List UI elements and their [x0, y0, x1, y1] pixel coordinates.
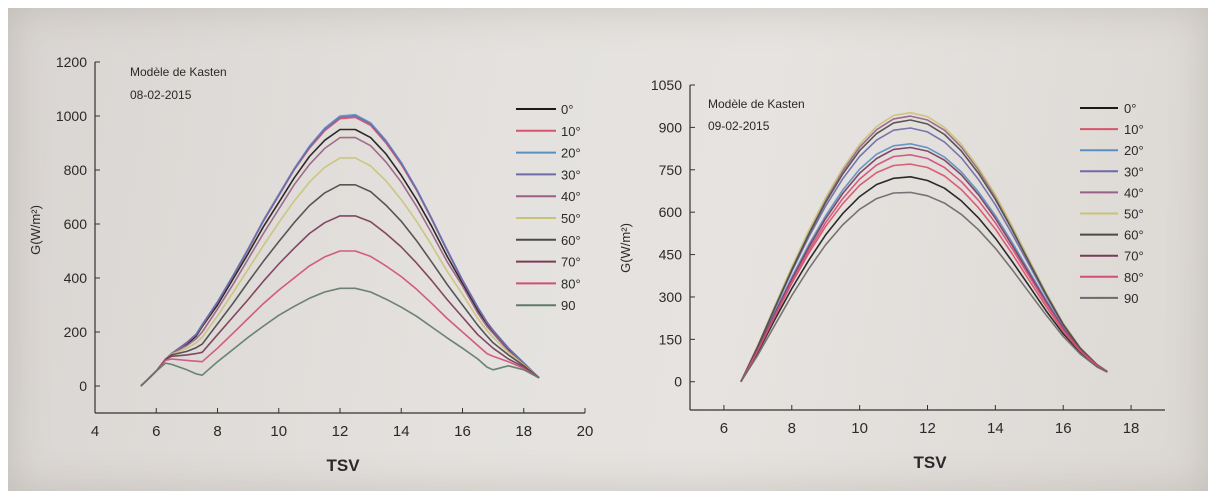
chart2-legend-label-4: 30°	[1124, 164, 1144, 179]
chart1-legend-label-6: 50°	[561, 211, 581, 226]
chart1-legend-label-4: 30°	[561, 167, 581, 182]
chart1-series-line-8	[140, 215, 540, 387]
chart1-legend-label-3: 20°	[561, 146, 581, 161]
chart2-legend-label-1: 0°	[1124, 101, 1136, 116]
chart1-series-line-7	[140, 184, 540, 387]
chart1-y-tick-label: 1200	[56, 54, 87, 70]
chart1-series-line-9	[140, 250, 540, 387]
chart2-annotation-title: Modèle de Kasten	[708, 97, 805, 111]
chart2-legend-label-7: 60°	[1124, 228, 1144, 243]
chart2-legend-label-10: 90	[1124, 291, 1138, 306]
chart1-series-line-6	[140, 157, 540, 387]
chart1-x-tick-label: 18	[515, 423, 532, 440]
chart2-series-line-10	[740, 191, 1108, 383]
chart2-x-tick-label: 12	[919, 420, 936, 437]
chart2-series-line-8	[740, 146, 1108, 383]
chart1-series-line-4	[140, 115, 540, 387]
chart1-legend-label-9: 80°	[561, 276, 581, 291]
chart2-series-line-3	[740, 143, 1108, 383]
chart1-x-tick-label: 14	[393, 423, 410, 440]
chart1-series-line-5	[140, 136, 540, 387]
chart2-y-tick-label: 150	[659, 331, 683, 347]
chart1-legend-label-1: 0°	[561, 102, 573, 117]
chart1-annotation-title: Modèle de Kasten	[130, 65, 227, 79]
chart2-legend-label-9: 80°	[1124, 270, 1144, 285]
chart1-x-axis-label: TSV	[326, 456, 360, 475]
chart2-legend-label-5: 40°	[1124, 185, 1144, 200]
chart1-x-tick-label: 4	[91, 423, 99, 440]
chart2-x-tick-label: 18	[1123, 420, 1140, 437]
chart1-y-tick-label: 200	[64, 324, 88, 340]
chart1-y-tick-label: 1000	[56, 108, 87, 124]
chart1-y-tick-label: 400	[64, 270, 88, 286]
chart1-annotation-date: 08-02-2015	[130, 88, 192, 102]
chart1-y-tick-label: 0	[79, 378, 87, 394]
chart1-y-tick-label: 600	[64, 216, 88, 232]
chart2-series-line-6	[740, 111, 1108, 383]
chart2-legend-label-3: 20°	[1124, 143, 1144, 158]
chart2-series-line-2	[740, 163, 1108, 383]
chart2-y-tick-label: 750	[659, 162, 683, 178]
chart2-y-tick-label: 450	[659, 247, 683, 263]
chart2-series-line-1	[740, 176, 1108, 383]
chart2-series-line-7	[740, 119, 1108, 383]
chart2-legend-label-8: 70°	[1124, 249, 1144, 264]
chart1-y-tick-label: 800	[64, 162, 88, 178]
chart2-series-line-5	[740, 115, 1108, 383]
chart2-y-tick-label: 900	[659, 119, 683, 135]
chart2-legend-label-2: 10°	[1124, 122, 1144, 137]
chart2-x-tick-label: 16	[1055, 420, 1072, 437]
chart2-series-line-9	[740, 154, 1108, 383]
chart1-legend-label-7: 60°	[561, 233, 581, 248]
chart1-legend-label-2: 10°	[561, 124, 581, 139]
chart2-y-tick-label: 600	[659, 204, 683, 220]
chart2-x-tick-label: 14	[987, 420, 1004, 437]
chart2-legend-label-6: 50°	[1124, 207, 1144, 222]
chart2-annotation-date: 09-02-2015	[708, 119, 770, 133]
chart2-y-tick-label: 300	[659, 289, 683, 305]
chart2-y-tick-label: 1050	[651, 77, 682, 93]
chart1-series-line-10	[140, 287, 540, 387]
chart2-y-tick-label: 0	[674, 374, 682, 390]
chart1-series-line-1	[140, 128, 540, 387]
chart1-x-tick-label: 8	[213, 423, 221, 440]
chart1-x-tick-label: 6	[152, 423, 160, 440]
chart2-x-tick-label: 6	[720, 420, 728, 437]
chart1-x-tick-label: 20	[577, 423, 594, 440]
chart2-x-tick-label: 10	[851, 420, 868, 437]
chart1-x-tick-label: 16	[454, 423, 471, 440]
chart1-x-tick-label: 10	[270, 423, 287, 440]
chart2-y-axis-label: G(W/m²)	[618, 223, 633, 273]
chart1-legend-label-5: 40°	[561, 189, 581, 204]
chart1-x-tick-label: 12	[332, 423, 349, 440]
chart1-legend-label-8: 70°	[561, 255, 581, 270]
chart1-legend-label-10: 90	[561, 298, 575, 313]
chart2-x-tick-label: 8	[788, 420, 796, 437]
chart2-x-axis-label: TSV	[913, 453, 947, 472]
chart1-y-axis-label: G(W/m²)	[28, 205, 43, 255]
